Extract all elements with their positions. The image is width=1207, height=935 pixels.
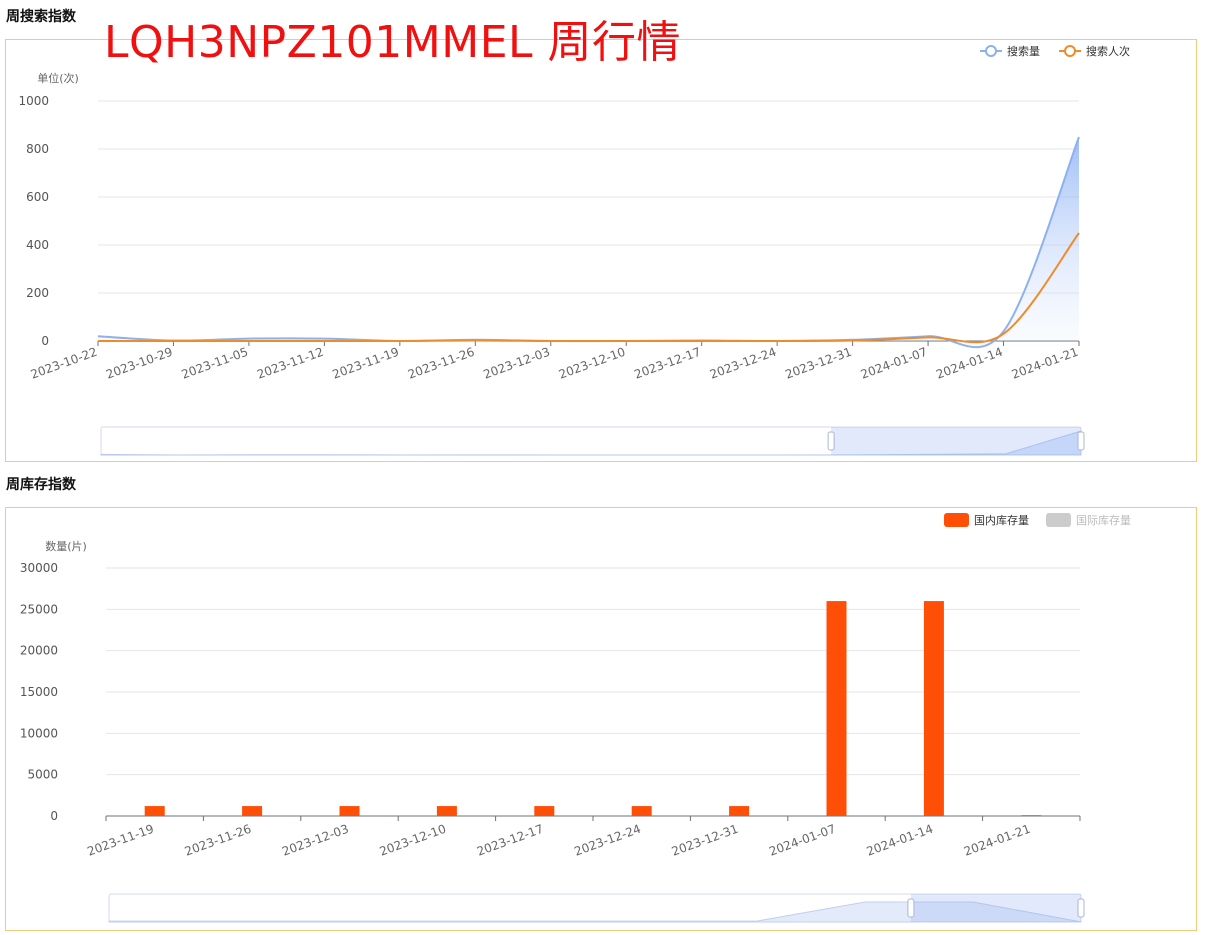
inventory-index-chart: 数量(片) 0 5000 10000 15000 20000 25000 30000 2023-… xyxy=(20,513,1131,923)
x-tick-label: 2023-12-24 xyxy=(572,822,642,859)
bar xyxy=(436,806,457,816)
data-zoom-slider[interactable] xyxy=(108,893,1085,923)
zoom-selection xyxy=(831,427,1081,455)
x-tick-label: 2023-12-10 xyxy=(378,822,448,859)
bar xyxy=(534,806,555,816)
overlay-title: LQH3NPZ101MMEL 周行情 xyxy=(104,17,682,68)
bar xyxy=(242,806,263,816)
search-index-chart: 单位(次) 0 200 400 600 800 1000 2023-10-22 2023-10-… xyxy=(18,44,1130,456)
zoom-handle-start[interactable] xyxy=(827,431,835,451)
zoom-handle-end[interactable] xyxy=(1077,431,1085,451)
legend-marker xyxy=(944,513,969,527)
bar xyxy=(923,601,944,816)
y-tick-label: 30000 xyxy=(20,561,58,575)
legend-label: 国际库存量 xyxy=(1076,513,1131,527)
x-tick-label: 2023-11-19 xyxy=(331,345,401,382)
y-tick-label: 10000 xyxy=(20,726,58,740)
search-index-panel: 单位(次) 0 200 400 600 800 1000 2023-10-22 2023-10-… xyxy=(5,39,1197,462)
x-tick-label: 2024-01-07 xyxy=(859,345,929,382)
x-tick-label: 2023-11-19 xyxy=(85,822,155,859)
x-tick-label: 2023-12-03 xyxy=(280,822,350,859)
zoom-mini-series xyxy=(108,901,1082,923)
x-tick-label: 2023-12-31 xyxy=(670,822,740,859)
bar xyxy=(339,806,360,816)
x-tick-label: 2023-11-26 xyxy=(406,345,476,382)
y-tick-label: 15000 xyxy=(20,685,58,699)
legend-marker xyxy=(985,45,997,57)
bar xyxy=(729,806,750,816)
legend-item-0[interactable]: 搜索量 xyxy=(980,44,1040,58)
y-tick-label: 0 xyxy=(41,334,49,348)
legend-label: 国内库存量 xyxy=(974,513,1029,527)
legend-label: 搜索人次 xyxy=(1086,44,1130,58)
y-tick-label: 600 xyxy=(26,190,49,204)
x-tick-label: 2024-01-07 xyxy=(767,822,837,859)
zoom-handle-start[interactable] xyxy=(907,898,915,918)
x-tick-label: 2023-12-03 xyxy=(481,345,551,382)
y-tick-label: 400 xyxy=(26,238,49,252)
y-tick-label: 5000 xyxy=(27,768,58,782)
legend-item-1[interactable]: 搜索人次 xyxy=(1059,44,1130,58)
x-tick-label: 2024-01-14 xyxy=(934,345,1004,382)
y-axis-label: 数量(片) xyxy=(45,540,87,553)
legend-marker xyxy=(1046,513,1071,527)
x-tick-label: 2023-10-22 xyxy=(29,345,99,382)
x-tick-label: 2023-11-26 xyxy=(183,822,253,859)
y-tick-label: 800 xyxy=(26,142,49,156)
x-tick-label: 2024-01-21 xyxy=(962,822,1032,859)
legend-item-1[interactable]: 国际库存量 xyxy=(1046,513,1131,527)
x-tick-label: 2023-12-17 xyxy=(632,345,702,382)
y-tick-label: 1000 xyxy=(18,94,49,108)
y-tick-label: 25000 xyxy=(20,602,58,616)
bar xyxy=(1021,815,1042,816)
x-tick-label: 2023-12-24 xyxy=(708,345,778,382)
y-axis-label: 单位(次) xyxy=(37,71,79,85)
zoom-handle-end[interactable] xyxy=(1077,898,1085,918)
data-zoom-slider[interactable] xyxy=(100,426,1085,456)
legend-item-0[interactable]: 国内库存量 xyxy=(944,513,1029,527)
series-line-0 xyxy=(97,136,1080,349)
bar xyxy=(144,806,165,816)
x-tick-label: 2023-11-12 xyxy=(255,345,325,382)
inventory-index-panel: 数量(片) 0 5000 10000 15000 20000 25000 30000 2023-… xyxy=(5,507,1197,931)
x-tick-label: 2023-12-31 xyxy=(783,345,853,382)
inventory-index-section-title: 周库存指数 xyxy=(6,477,76,493)
y-tick-label: 20000 xyxy=(20,644,58,658)
legend-marker xyxy=(1064,45,1076,57)
search-index-section-title: 周搜索指数 xyxy=(6,9,76,25)
legend-label: 搜索量 xyxy=(1007,44,1040,58)
bar xyxy=(826,601,847,816)
series-area-0 xyxy=(98,137,1079,348)
bar xyxy=(631,806,652,816)
y-tick-label: 200 xyxy=(26,286,49,300)
x-tick-label: 2023-12-17 xyxy=(475,822,545,859)
series-line-1 xyxy=(97,232,1080,344)
x-tick-label: 2024-01-21 xyxy=(1010,345,1080,382)
x-tick-label: 2023-11-05 xyxy=(180,345,250,382)
zoom-selection xyxy=(910,894,1081,922)
y-tick-label: 0 xyxy=(50,809,58,823)
x-tick-label: 2024-01-14 xyxy=(865,822,935,859)
x-tick-label: 2023-10-29 xyxy=(104,345,174,382)
x-tick-label: 2023-12-10 xyxy=(557,345,627,382)
